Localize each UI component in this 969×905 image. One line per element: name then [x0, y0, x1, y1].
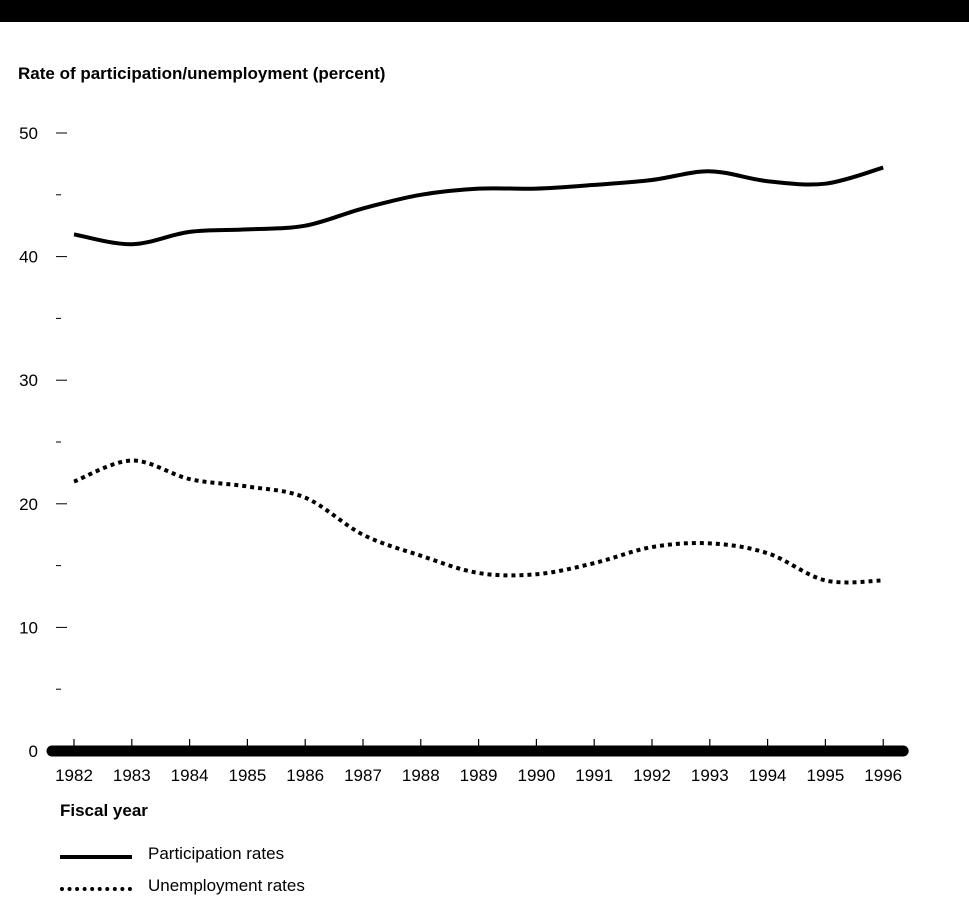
x-tick-label: 1991 [575, 766, 613, 785]
x-tick-label: 1993 [691, 766, 729, 785]
participation-rates-line [73, 165, 884, 247]
series-layer [73, 165, 884, 585]
x-tick-label: 1983 [113, 766, 151, 785]
x-tick-label: 1986 [286, 766, 324, 785]
unemployment-rates-line [73, 458, 884, 585]
y-tick-label: 20 [19, 495, 38, 514]
legend-label-participation: Participation rates [148, 844, 285, 863]
x-tick-label: 1989 [460, 766, 498, 785]
legend-swatch-dotted [60, 887, 132, 891]
x-tick-label: 1984 [171, 766, 209, 785]
header-bar [0, 0, 969, 22]
x-tick-label: 1990 [517, 766, 555, 785]
legend-label-unemployment: Unemployment rates [148, 876, 305, 895]
x-tick-label: 1992 [633, 766, 671, 785]
line-chart: 0 10 20 30 40 50 1982 1983 1984 1985 1986 1987 1988… [19, 124, 909, 785]
y-tick-label: 40 [19, 248, 38, 267]
axis-layer: 0 10 20 30 40 50 [19, 124, 909, 761]
x-tick-label: 1982 [55, 766, 93, 785]
y-tick-label: 50 [19, 124, 38, 143]
x-tick-label: 1996 [864, 766, 902, 785]
y-axis-label: Rate of participation/unemployment (perc… [18, 64, 386, 83]
x-tick-label: 1995 [806, 766, 844, 785]
x-tick-label: 1985 [228, 766, 266, 785]
y-tick-label: 30 [19, 371, 38, 390]
y-tick-label: 0 [29, 742, 38, 761]
x-tick-label: 1987 [344, 766, 382, 785]
legend-item-participation: Participation rates [60, 840, 460, 872]
x-tick-labels: 1982 1983 1984 1985 1986 1987 1988 1989 1990 1991… [55, 739, 902, 785]
y-tick-label: 10 [19, 618, 38, 637]
legend-item-unemployment: Unemployment rates [60, 872, 460, 904]
x-tick-label: 1994 [749, 766, 787, 785]
legend: Participation rates Unemployment rates [60, 840, 460, 904]
legend-swatch-solid [60, 855, 132, 859]
x-axis-label: Fiscal year [60, 801, 148, 820]
x-tick-label: 1988 [402, 766, 440, 785]
